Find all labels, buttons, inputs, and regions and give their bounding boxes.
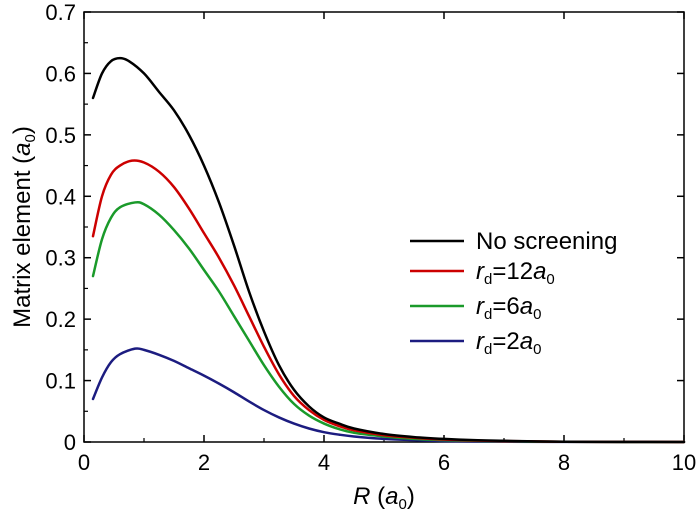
y-tick-label: 0.4 <box>45 184 76 209</box>
y-tick-label: 0.2 <box>45 307 76 332</box>
legend-label-rd2: rd=2a0 <box>476 328 541 358</box>
series-line-rd-12a0 <box>91 159 686 444</box>
x-tick-label: 6 <box>438 450 450 475</box>
legend-label-rd12: rd=12a0 <box>476 258 555 288</box>
legend-item-rd6: rd=6a0 <box>410 293 541 323</box>
y-tick-label: 0 <box>64 430 76 455</box>
x-tick-label: 0 <box>78 450 90 475</box>
x-axis-title: R (a0) <box>353 483 415 513</box>
legend-label-no-screening: No screening <box>476 228 617 255</box>
x-tick-label: 8 <box>558 450 570 475</box>
y-tick-label: 0.1 <box>45 369 76 394</box>
series-line-rd-2a0 <box>91 347 686 444</box>
axis-ticks <box>83 11 685 443</box>
x-tick-label: 2 <box>198 450 210 475</box>
tick-labels: 0 2 4 6 8 10 0 0.1 0.2 0.3 0.4 0.5 0.6 0.7 <box>45 0 696 475</box>
y-tick-label: 0.6 <box>45 61 76 86</box>
legend-label-rd6: rd=6a0 <box>476 293 541 323</box>
x-tick-label: 10 <box>672 450 696 475</box>
plot-frame <box>83 11 685 443</box>
y-tick-label: 0.7 <box>45 0 76 25</box>
legend: No screening rd=12a0 rd=6a0 rd=2a0 <box>410 228 617 358</box>
legend-item-no-screening: No screening <box>410 228 617 255</box>
legend-item-rd2: rd=2a0 <box>410 328 541 358</box>
y-tick-label: 0.5 <box>45 123 76 148</box>
legend-item-rd12: rd=12a0 <box>410 258 555 288</box>
x-tick-label: 4 <box>318 450 330 475</box>
series-line-no-screening <box>91 56 686 444</box>
y-tick-label: 0.3 <box>45 246 76 271</box>
y-axis-title: Matrix element (a0) <box>9 126 39 328</box>
series-lines <box>91 56 686 444</box>
